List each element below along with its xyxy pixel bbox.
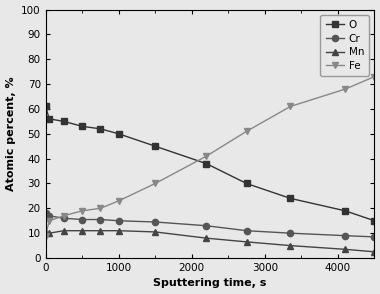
Mn	[343, 248, 347, 251]
O	[244, 182, 249, 185]
Fe	[372, 75, 377, 78]
O	[153, 144, 157, 148]
Cr	[62, 216, 66, 220]
Mn	[98, 229, 103, 233]
O	[62, 120, 66, 123]
Mn	[43, 231, 48, 235]
O	[80, 125, 84, 128]
O	[116, 132, 121, 136]
Y-axis label: Atomic percent, %: Atomic percent, %	[6, 76, 16, 191]
Line: Cr: Cr	[43, 210, 378, 240]
Cr	[116, 219, 121, 223]
O	[98, 127, 103, 131]
Cr	[372, 235, 377, 239]
Fe	[80, 209, 84, 213]
Mn	[62, 229, 66, 233]
O	[43, 105, 48, 108]
O	[47, 117, 52, 121]
Mn	[153, 230, 157, 234]
Mn	[244, 240, 249, 244]
Fe	[43, 234, 48, 238]
Cr	[98, 218, 103, 221]
Mn	[372, 250, 377, 254]
O	[288, 197, 293, 200]
Cr	[343, 234, 347, 238]
Cr	[153, 220, 157, 224]
Fe	[244, 130, 249, 133]
Mn	[116, 229, 121, 233]
X-axis label: Sputtering time, s: Sputtering time, s	[154, 278, 267, 288]
Fe	[98, 207, 103, 210]
O	[204, 162, 209, 165]
Mn	[204, 236, 209, 240]
Fe	[204, 154, 209, 158]
Cr	[244, 229, 249, 233]
Fe	[153, 182, 157, 185]
Cr	[288, 231, 293, 235]
Mn	[80, 229, 84, 233]
Fe	[116, 199, 121, 203]
Line: Fe: Fe	[43, 74, 378, 239]
Cr	[47, 214, 52, 218]
Mn	[288, 244, 293, 247]
Fe	[47, 219, 52, 223]
O	[343, 209, 347, 213]
Fe	[288, 105, 293, 108]
Cr	[80, 218, 84, 221]
Fe	[343, 87, 347, 91]
Legend: O, Cr, Mn, Fe: O, Cr, Mn, Fe	[320, 15, 369, 76]
Cr	[204, 224, 209, 228]
Fe	[62, 214, 66, 218]
Line: Mn: Mn	[43, 228, 378, 255]
Line: O: O	[43, 103, 378, 224]
Cr	[43, 212, 48, 215]
Mn	[47, 231, 52, 235]
O	[372, 219, 377, 223]
